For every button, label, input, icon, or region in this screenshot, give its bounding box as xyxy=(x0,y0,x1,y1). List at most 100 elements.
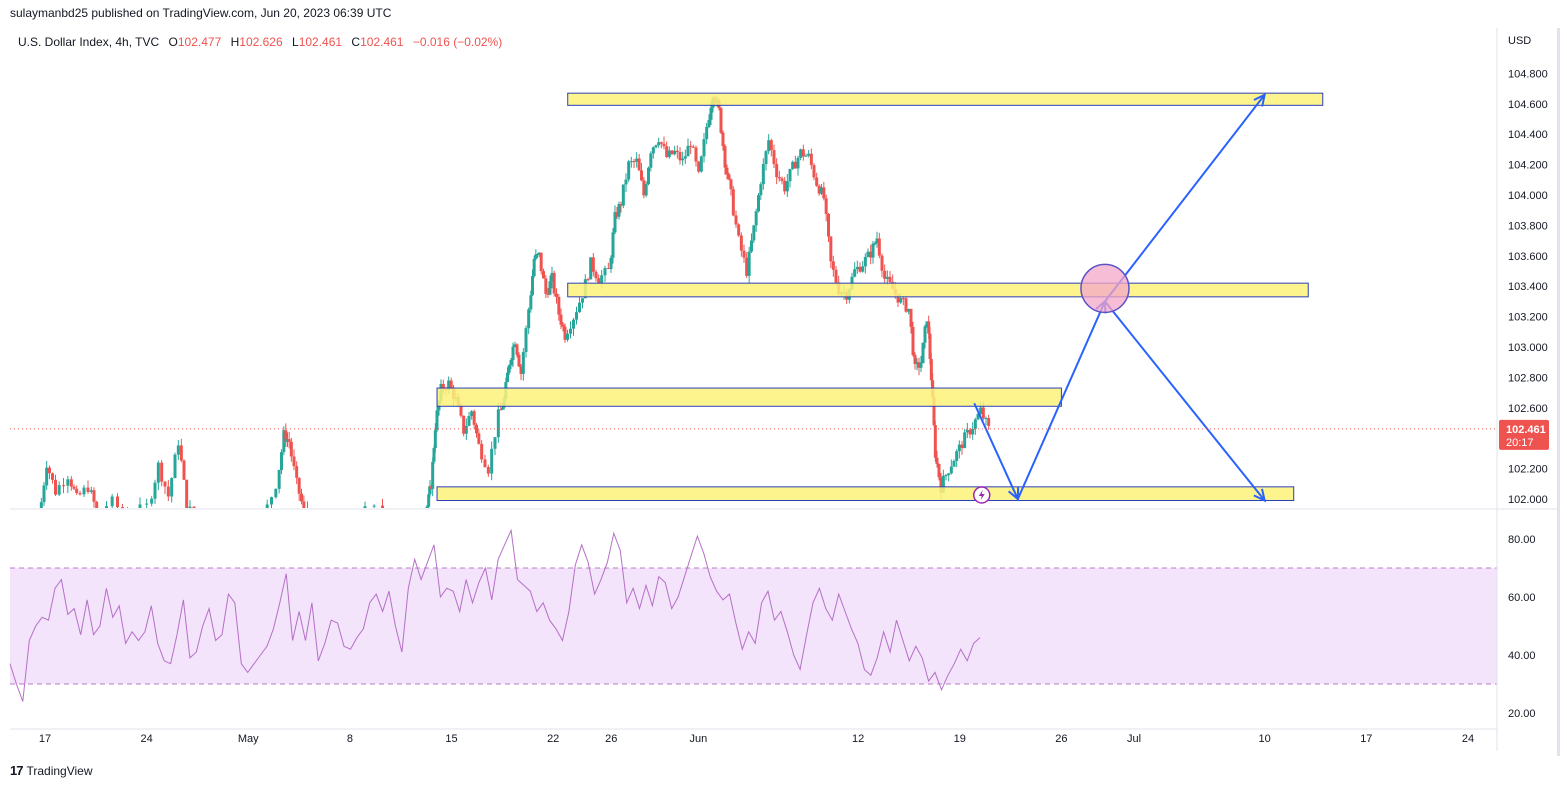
candle-body xyxy=(752,225,756,241)
candle-body xyxy=(557,296,561,315)
right-scrollbar xyxy=(1557,28,1560,756)
candle-body xyxy=(697,161,701,172)
axes-layer: USD 104.800 104.600 104.400 104.200 104.000 10… xyxy=(10,28,1560,756)
candle-body xyxy=(561,324,565,327)
candle-body xyxy=(737,224,741,236)
rsi-tick-label: 80.00 xyxy=(1508,534,1536,546)
candle-body xyxy=(987,418,991,426)
candle-body xyxy=(302,501,306,508)
candle-body xyxy=(449,380,453,388)
candle-body xyxy=(153,482,157,499)
candle-body xyxy=(150,498,154,504)
candle-body xyxy=(731,189,735,216)
tradingview-brand[interactable]: 17 TradingView xyxy=(10,763,93,778)
candle-body xyxy=(42,485,46,503)
candle-body xyxy=(822,187,826,199)
candle-body xyxy=(968,429,972,435)
candle-body xyxy=(632,161,636,163)
candle-body xyxy=(785,181,789,192)
candle-body xyxy=(761,164,765,185)
high-value: 102.626 xyxy=(239,35,283,49)
candle-body xyxy=(537,252,541,255)
candle-body xyxy=(984,418,988,420)
candle-body xyxy=(289,441,293,457)
symbol-name[interactable]: U.S. Dollar Index, 4h, TVC xyxy=(18,35,160,49)
tradingview-name: TradingView xyxy=(26,763,93,778)
time-tick-label: May xyxy=(238,733,259,745)
candle-body xyxy=(955,451,959,461)
candle-body xyxy=(270,497,273,505)
candle-body xyxy=(138,504,142,508)
candle-body xyxy=(300,493,303,502)
candle-body xyxy=(277,469,281,489)
candle-body xyxy=(649,153,653,168)
candle-body xyxy=(589,257,593,280)
candle-body xyxy=(683,156,687,159)
candle-body xyxy=(855,266,859,270)
candle-body xyxy=(915,362,919,364)
candle-body xyxy=(793,161,797,169)
candle-body xyxy=(659,142,663,144)
candle-body xyxy=(78,493,82,495)
candle-body xyxy=(723,146,727,168)
candle-body xyxy=(160,462,164,482)
candle-body xyxy=(611,232,615,258)
candle-body xyxy=(929,358,933,381)
candle-body xyxy=(812,165,816,178)
candle-body xyxy=(615,212,619,217)
candle-body xyxy=(935,457,939,464)
candle-body xyxy=(861,266,865,272)
candle-body xyxy=(642,180,646,196)
candle-body xyxy=(600,275,604,284)
time-tick-label: Jul xyxy=(1127,733,1141,745)
candle-body xyxy=(555,293,558,297)
candle-body xyxy=(729,179,733,190)
candle-body xyxy=(804,155,808,157)
open-value: 102.477 xyxy=(177,35,222,49)
candle-body xyxy=(801,149,805,157)
candle-body xyxy=(381,505,384,508)
candle-body xyxy=(513,344,517,347)
candle-body xyxy=(686,145,690,157)
candle-body xyxy=(559,314,563,325)
price-tick-label: 102.600 xyxy=(1508,403,1548,415)
candle-body xyxy=(921,342,925,364)
publisher-line: sulaymanbd25 published on TradingView.co… xyxy=(10,6,392,20)
candle-body xyxy=(363,506,367,508)
candle-body xyxy=(578,302,581,313)
time-tick-label: 26 xyxy=(1055,733,1067,745)
candle-body xyxy=(769,140,773,151)
candle-body xyxy=(657,142,661,146)
candle-body xyxy=(734,215,738,225)
change-value: −0.016 (−0.02%) xyxy=(412,35,503,49)
candle-body xyxy=(613,212,617,233)
candle-body xyxy=(467,416,471,426)
candle-body xyxy=(772,150,776,165)
candle-body xyxy=(829,236,833,262)
candle-body xyxy=(45,467,49,486)
candle-body xyxy=(739,235,743,251)
candle-body xyxy=(629,161,633,163)
close-value: 102.461 xyxy=(360,35,404,49)
candle-body xyxy=(531,276,534,296)
candle-body xyxy=(51,473,54,480)
price-tick-label: 104.800 xyxy=(1508,68,1548,80)
time-tick-label: Jun xyxy=(690,733,708,745)
candle-body xyxy=(702,139,706,157)
candle-body xyxy=(39,502,43,508)
arrowhead-icon xyxy=(1253,92,1267,107)
candle-body xyxy=(904,298,908,312)
candle-body xyxy=(92,490,96,502)
rsi-tick-label: 40.00 xyxy=(1508,650,1536,662)
candle-body xyxy=(824,198,828,214)
candle-body xyxy=(185,479,189,508)
candle-body xyxy=(82,487,86,495)
candle-body xyxy=(542,271,545,279)
countdown-value: 20:17 xyxy=(1506,437,1534,449)
candle-body xyxy=(435,410,439,431)
candle-body xyxy=(877,238,881,256)
candle-body xyxy=(742,250,746,258)
price-tick-label: 104.600 xyxy=(1508,99,1548,111)
candle-body xyxy=(552,272,556,294)
